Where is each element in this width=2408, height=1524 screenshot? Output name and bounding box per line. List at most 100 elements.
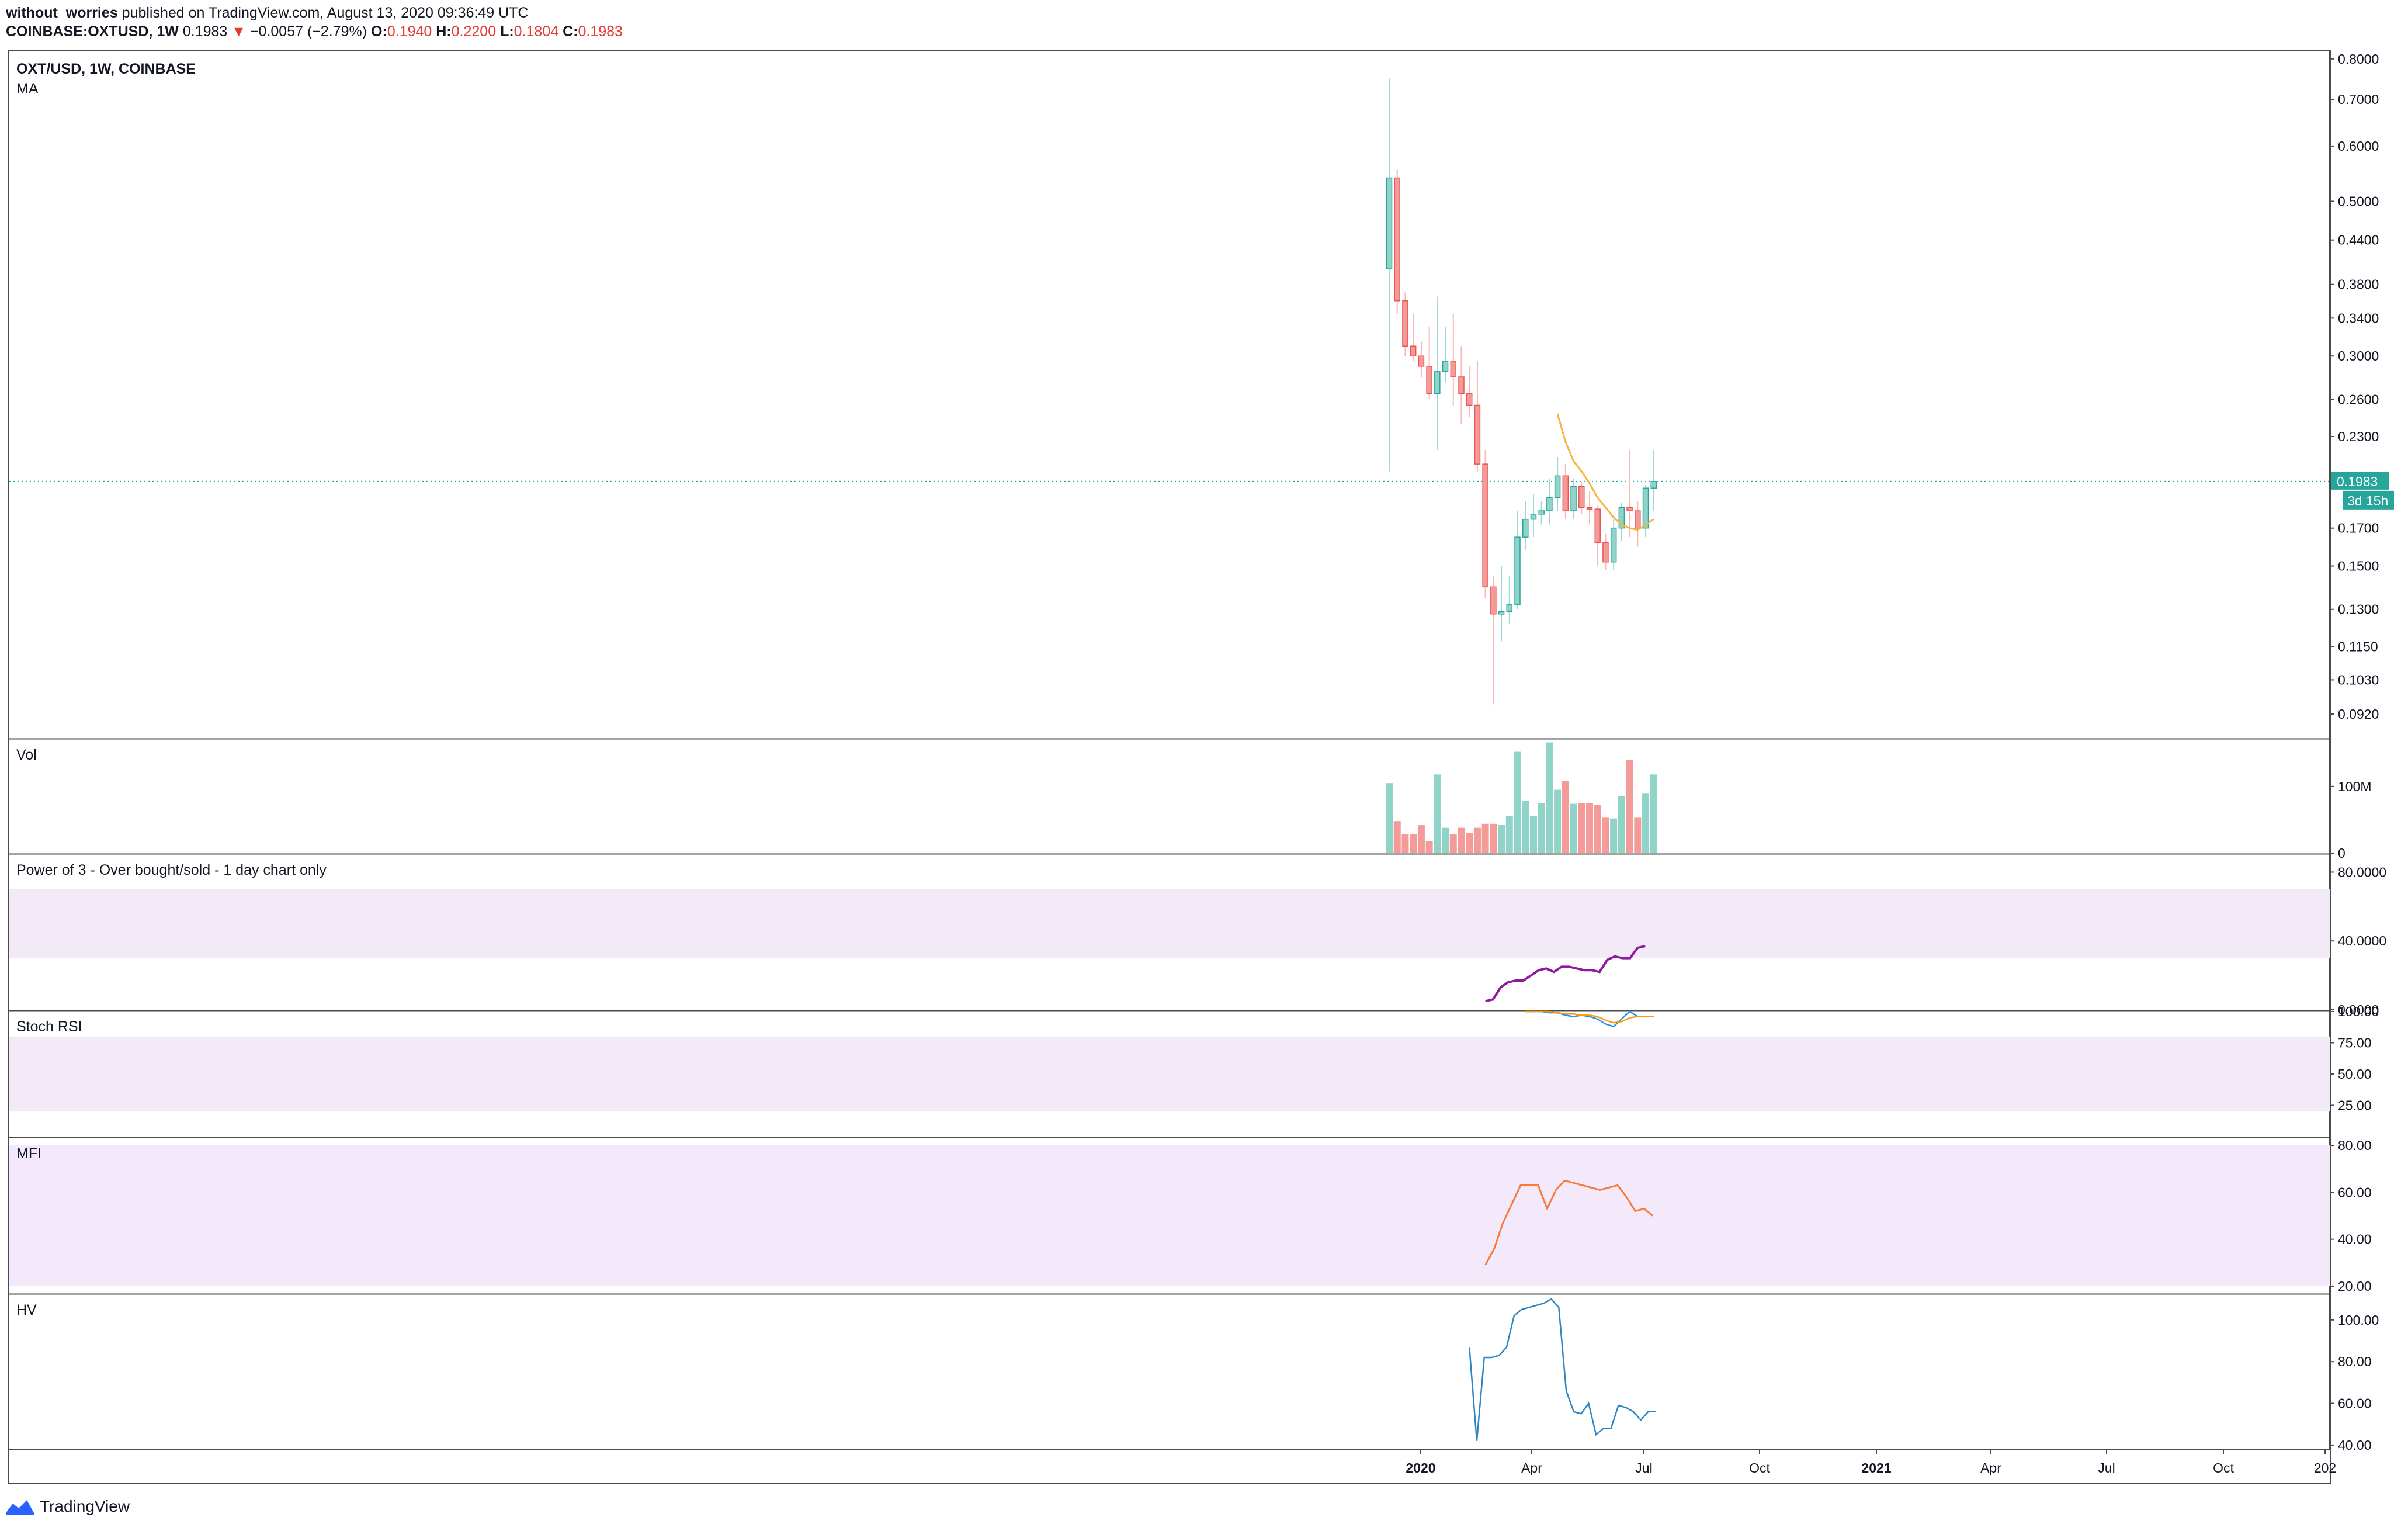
volume-bar[interactable] [1634, 817, 1642, 853]
last-price-badge-label: 0.1983 [2337, 474, 2378, 489]
volume-bar[interactable] [1434, 774, 1441, 853]
volume-bar[interactable] [1425, 841, 1433, 853]
candle-body[interactable] [1642, 487, 1649, 529]
volume-bar[interactable] [1505, 816, 1513, 853]
volume-bar[interactable] [1554, 789, 1562, 853]
volume-bar[interactable] [1610, 818, 1618, 853]
candle-body[interactable] [1402, 300, 1408, 347]
stoch-k-line[interactable] [1525, 1010, 1654, 1028]
volume-bar[interactable] [1514, 751, 1521, 853]
stoch-d-line[interactable] [1525, 1010, 1654, 1024]
volume-bar[interactable] [1522, 801, 1529, 853]
candle-body[interactable] [1650, 481, 1657, 489]
volume-bar[interactable] [1578, 803, 1585, 853]
volume-bar[interactable] [1570, 803, 1577, 853]
volume-bar[interactable] [1602, 817, 1609, 853]
candle-body[interactable] [1546, 497, 1553, 511]
candle-body[interactable] [1530, 514, 1537, 520]
volume-bar[interactable] [1481, 823, 1489, 853]
candle-body[interactable] [1482, 463, 1488, 588]
axis-tick-label: 40.0000 [2338, 933, 2386, 948]
candle-body[interactable] [1394, 177, 1400, 302]
candle-body[interactable] [1554, 475, 1561, 498]
volume-bar[interactable] [1529, 816, 1537, 853]
time-axis-label: 2021 [1861, 1460, 1891, 1475]
candle-body[interactable] [1474, 404, 1481, 465]
volume-bar[interactable] [1586, 803, 1593, 853]
candle-body[interactable] [1450, 361, 1457, 377]
mfi-line[interactable] [1484, 1179, 1654, 1266]
volume-bar[interactable] [1642, 793, 1650, 853]
candle-body[interactable] [1562, 475, 1569, 511]
axis-tick-label: 80.00 [2338, 1354, 2372, 1369]
axis-tick-label: 0.0920 [2338, 706, 2379, 722]
candle-body[interactable] [1586, 507, 1593, 510]
volume-bar[interactable] [1546, 742, 1553, 853]
candle-body[interactable] [1506, 604, 1513, 612]
candle-body[interactable] [1514, 536, 1521, 605]
axis-tick-label: 0.2600 [2338, 392, 2379, 407]
candle-body[interactable] [1490, 586, 1497, 615]
candle-body[interactable] [1386, 177, 1393, 269]
candle-body[interactable] [1418, 355, 1425, 367]
candle-body[interactable] [1410, 345, 1417, 356]
down-arrow-icon: ▼ [231, 23, 246, 40]
volume-bar[interactable] [1490, 823, 1497, 853]
axis-tick-label: 0.7000 [2338, 92, 2379, 107]
volume-bar[interactable] [1626, 760, 1633, 853]
axis-tick-label: 25.00 [2338, 1098, 2372, 1113]
power3-line[interactable] [1485, 945, 1646, 1003]
chart-frame[interactable] [8, 50, 2331, 1484]
pane-title: Vol [16, 747, 37, 763]
candle-body[interactable] [1570, 486, 1577, 511]
volume-bar[interactable] [1386, 783, 1393, 853]
low-label: L: [500, 23, 514, 40]
tradingview-brand[interactable]: TradingView [40, 1497, 130, 1515]
tradingview-logo-icon[interactable] [5, 1498, 35, 1515]
volume-bar[interactable] [1594, 805, 1601, 853]
volume-bar[interactable] [1473, 827, 1481, 853]
volume-bar[interactable] [1449, 834, 1457, 853]
volume-bar[interactable] [1458, 827, 1465, 853]
axis-tick-label: 80.0000 [2338, 864, 2386, 879]
volume-bar[interactable] [1417, 825, 1425, 853]
candle-body[interactable] [1442, 361, 1449, 372]
time-axis-label: Apr [1980, 1460, 2001, 1475]
candle-body[interactable] [1538, 510, 1545, 515]
candle-body[interactable] [1594, 508, 1601, 543]
candle-body[interactable] [1610, 527, 1617, 563]
candle-body[interactable] [1635, 510, 1641, 529]
volume-bar[interactable] [1650, 774, 1657, 853]
candle-body[interactable] [1498, 611, 1505, 615]
candle-body[interactable] [1618, 507, 1625, 529]
hv-line[interactable] [1468, 1298, 1656, 1441]
candle-body[interactable] [1602, 542, 1609, 563]
candle-body[interactable] [1466, 393, 1473, 406]
volume-bar[interactable] [1562, 781, 1569, 853]
volume-bar[interactable] [1618, 796, 1625, 853]
axis-tick-label: 40.00 [2338, 1438, 2372, 1453]
volume-bar[interactable] [1498, 825, 1505, 853]
candle-body[interactable] [1626, 507, 1633, 511]
candle-body[interactable] [1458, 376, 1465, 394]
candle-body[interactable] [1426, 366, 1432, 394]
author-name[interactable]: without_worries [6, 5, 118, 21]
footer: TradingView [5, 1494, 130, 1519]
axis-tick-label: 0.1500 [2338, 559, 2379, 574]
volume-bar[interactable] [1401, 834, 1409, 853]
price-change: −0.0057 (−2.79%) [249, 23, 367, 40]
ma-line[interactable] [1556, 413, 1654, 531]
time-axis-label: Jul [2098, 1460, 2115, 1475]
time-axis-label: Oct [2213, 1460, 2234, 1475]
volume-bar[interactable] [1393, 821, 1401, 853]
pane-title: Stoch RSI [16, 1019, 82, 1035]
candle-body[interactable] [1522, 518, 1529, 538]
volume-bar[interactable] [1410, 834, 1417, 853]
volume-bar[interactable] [1442, 827, 1449, 853]
published-info: published on TradingView.com, August 13,… [122, 5, 529, 21]
volume-bar[interactable] [1466, 833, 1473, 853]
volume-bar[interactable] [1538, 803, 1545, 853]
candle-body[interactable] [1434, 371, 1441, 394]
candle-body[interactable] [1578, 486, 1585, 508]
